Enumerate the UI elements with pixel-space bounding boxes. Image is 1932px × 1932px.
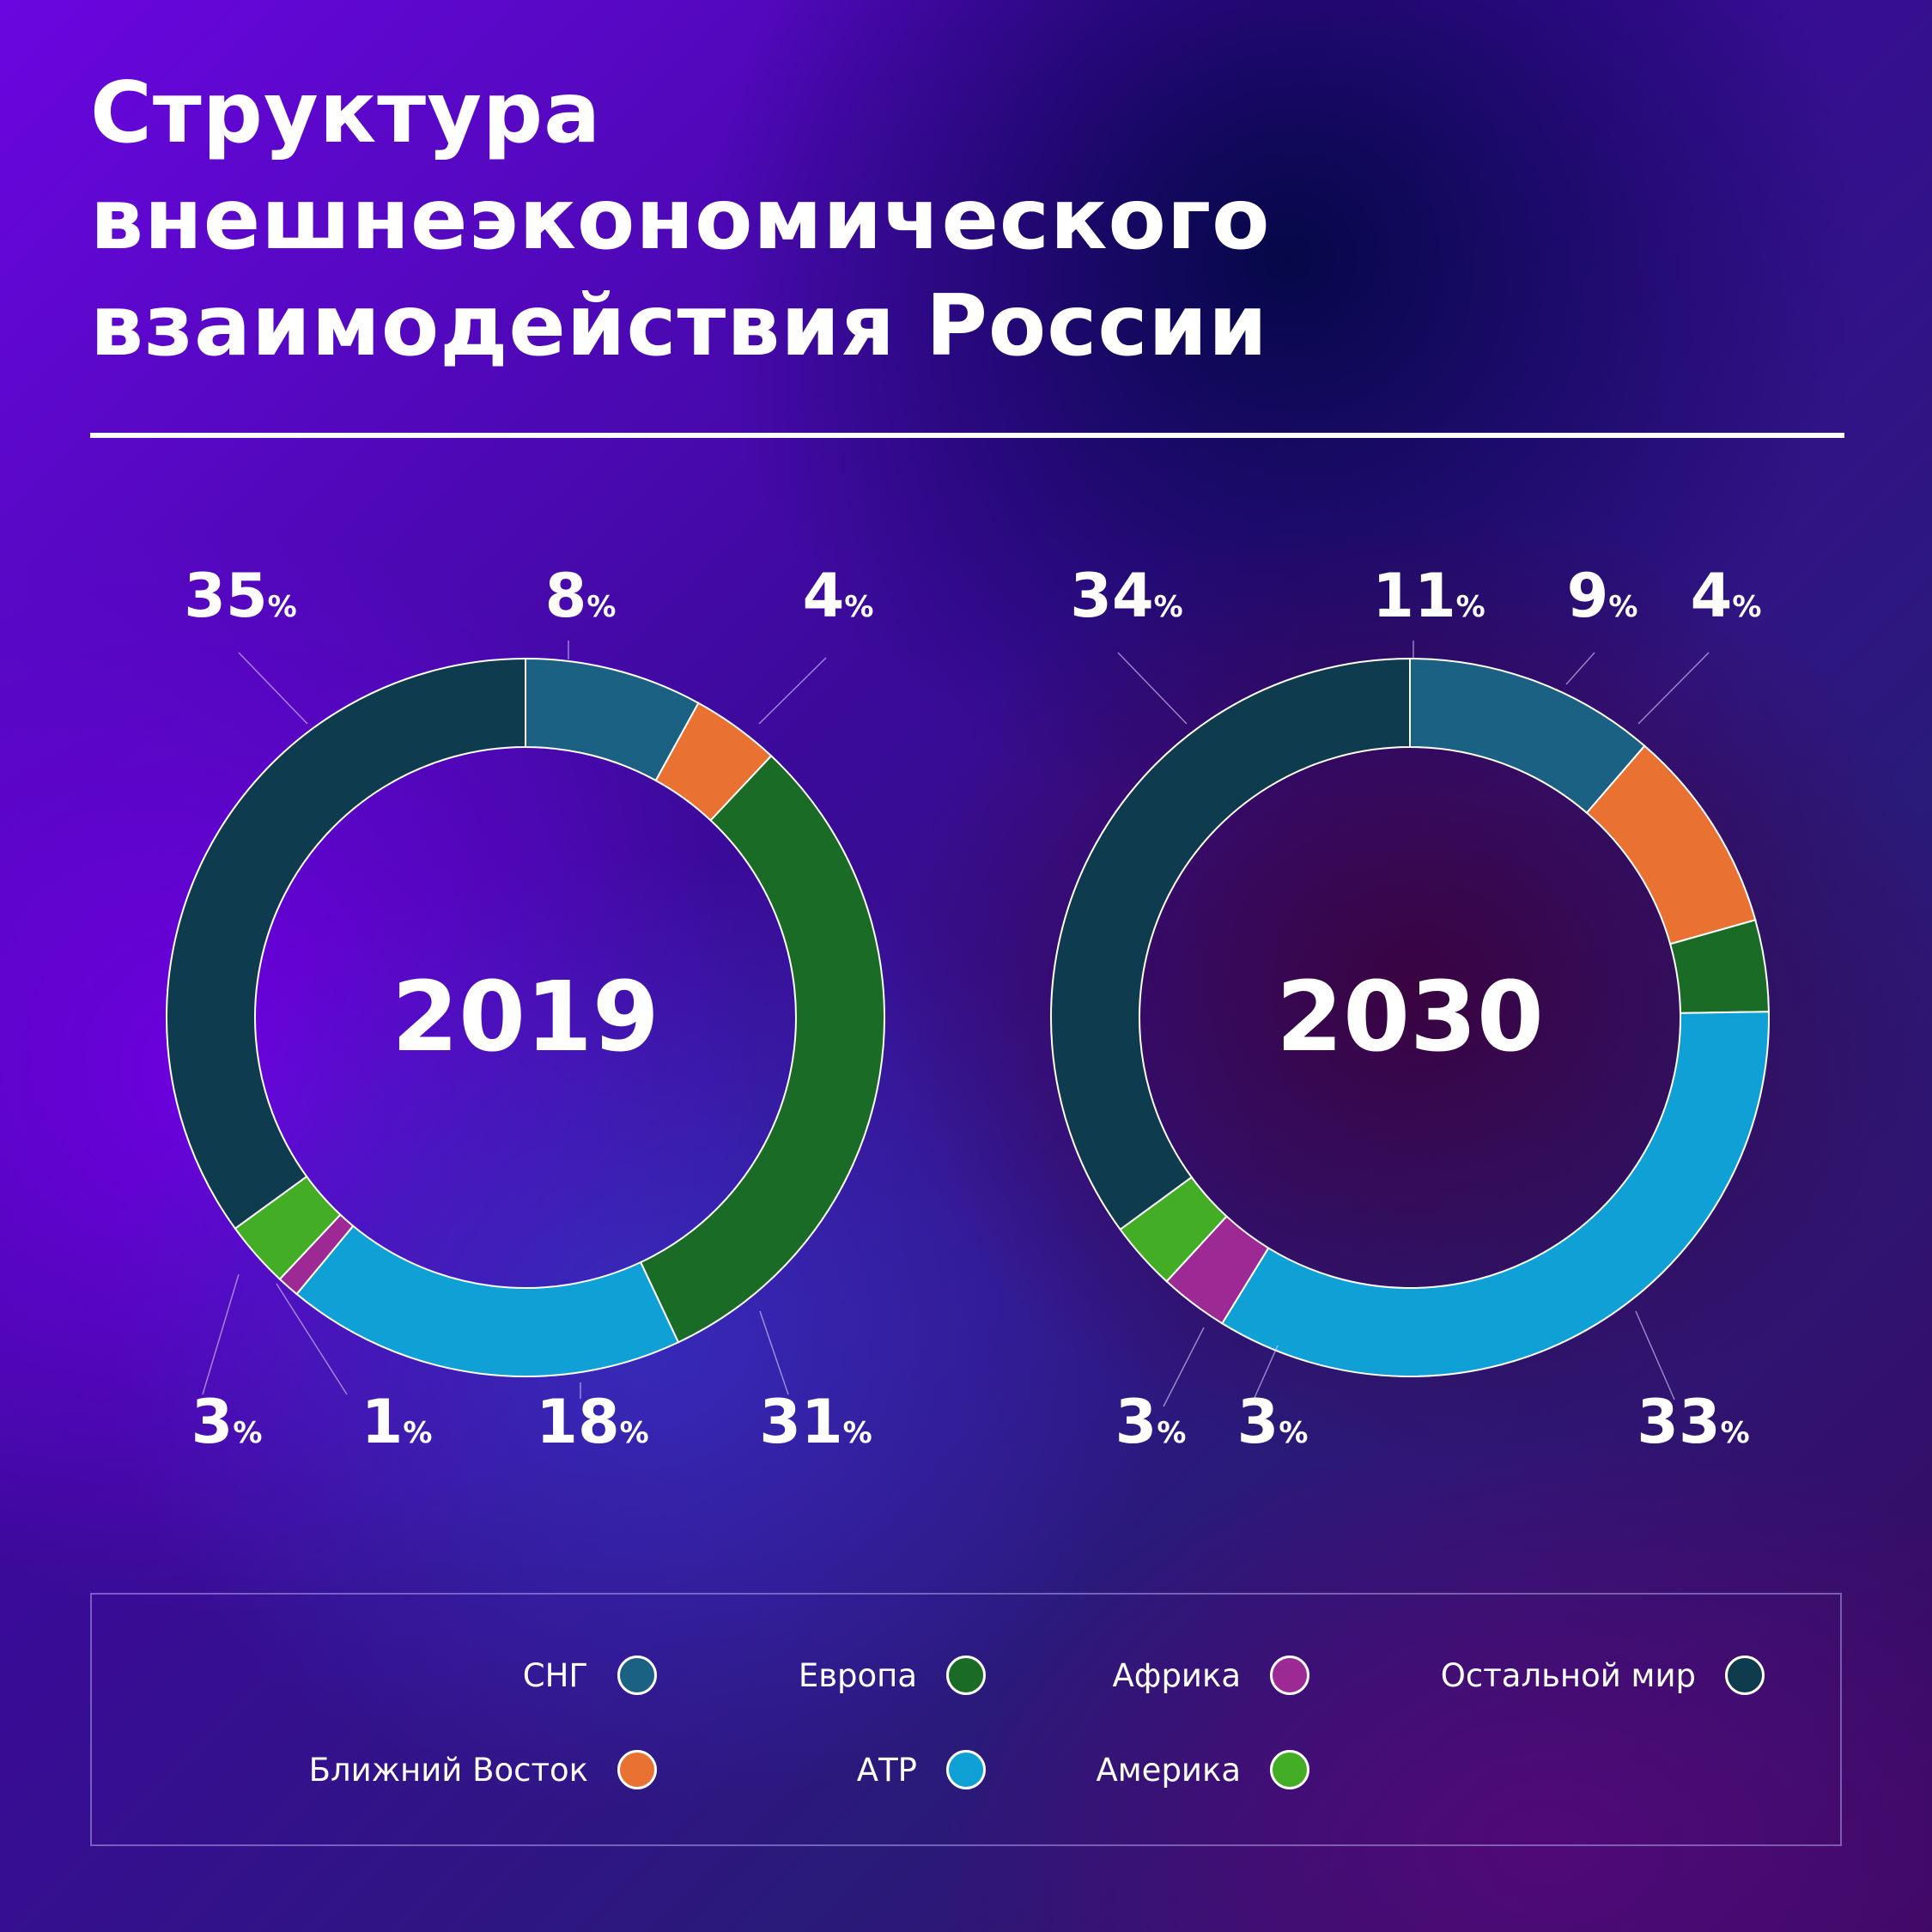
data-label: 35% (184, 561, 297, 631)
data-label: 31% (759, 1387, 872, 1457)
leader-line (1637, 652, 1710, 725)
data-label: 4% (803, 561, 874, 631)
legend-item-europe: Европа (799, 1651, 986, 1699)
page-title: Структура внешнеэкономического взаимодей… (90, 60, 1722, 380)
legend-label: АТР (856, 1751, 917, 1789)
chart-year-label: 2019 (392, 962, 659, 1073)
leader-line (202, 1273, 240, 1395)
legend-item-apr: АТР (857, 1746, 986, 1794)
legend: СНГ Европа Африка Остальной мир Ближний … (90, 1593, 1842, 1846)
leader-line (1163, 1327, 1205, 1407)
legend-label: Европа (798, 1656, 917, 1694)
data-label: 3% (1237, 1387, 1309, 1457)
legend-swatch (1270, 1750, 1309, 1789)
leader-line (758, 657, 827, 725)
legend-swatch (617, 1750, 657, 1789)
leader-line (1635, 1310, 1675, 1400)
legend-label: Остальной мир (1440, 1656, 1696, 1694)
leader-line (1253, 1345, 1279, 1400)
title-line-2: внешнеэкономического (90, 171, 1271, 269)
data-label: 11% (1372, 561, 1485, 631)
donut-segment (166, 657, 526, 1230)
legend-item-rest-of-world: Остальной мир (1441, 1651, 1765, 1699)
title-line-3: взаимодействия России (90, 277, 1268, 375)
donut-segment (639, 754, 885, 1344)
legend-swatch (617, 1656, 657, 1695)
legend-item-africa: Африка (1112, 1651, 1309, 1699)
legend-swatch (946, 1656, 986, 1695)
legend-item-middle-east: Ближний Восток (309, 1746, 657, 1794)
title-line-1: Структура (90, 64, 602, 162)
legend-label: Африка (1112, 1656, 1242, 1694)
donut-segment (1220, 1011, 1770, 1377)
data-label: 8% (545, 561, 617, 631)
leader-line (1117, 652, 1188, 725)
donut-segment (1050, 657, 1411, 1231)
data-label: 34% (1070, 561, 1183, 631)
legend-label: Америка (1096, 1751, 1241, 1789)
chart-year-label: 2030 (1276, 962, 1544, 1073)
data-label: 3% (191, 1387, 263, 1457)
data-label: 18% (536, 1387, 649, 1457)
legend-swatch (1725, 1656, 1765, 1695)
leader-line (238, 652, 308, 725)
legend-label: СНГ (522, 1656, 588, 1694)
legend-item-cis: СНГ (523, 1651, 657, 1699)
data-label: 4% (1691, 561, 1762, 631)
data-label: 33% (1637, 1387, 1750, 1457)
legend-label: Ближний Восток (308, 1751, 588, 1789)
title-divider (90, 433, 1844, 438)
data-label: 9% (1567, 561, 1638, 631)
data-label: 3% (1115, 1387, 1187, 1457)
legend-swatch (946, 1750, 986, 1789)
leader-line (759, 1310, 789, 1395)
data-label: 1% (361, 1387, 433, 1457)
donut-segment (295, 1224, 680, 1377)
legend-item-america: Америка (1096, 1746, 1309, 1794)
legend-swatch (1270, 1656, 1309, 1695)
leader-line (1565, 652, 1595, 685)
leader-line (276, 1283, 348, 1395)
